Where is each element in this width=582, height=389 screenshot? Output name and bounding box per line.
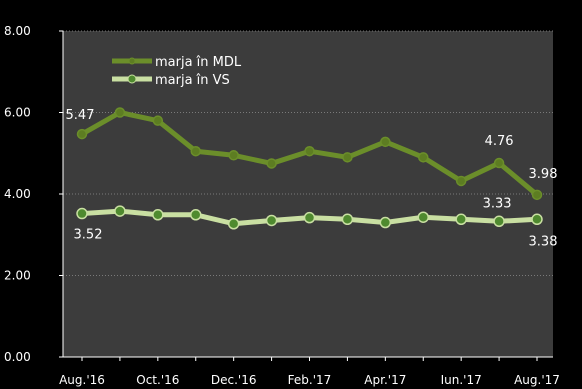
grid-lines	[63, 30, 553, 276]
data-label: 3.52	[74, 228, 103, 243]
y-tick-label: 4.00	[4, 187, 31, 201]
data-point-1	[417, 211, 429, 223]
y-tick-label: 0.00	[4, 350, 31, 364]
series-layer	[76, 107, 543, 230]
data-point-1	[152, 209, 164, 221]
data-point-0	[266, 158, 277, 169]
axes: 0.00 2.00 4.00 6.00 8.00 Aug.'16 Oct.'16 Dec.'1…	[4, 24, 560, 387]
data-point-0	[114, 107, 126, 118]
data-point-1	[379, 216, 392, 229]
data-point-0	[380, 136, 391, 148]
data-point-0	[152, 115, 164, 126]
data-label: 3.38	[529, 234, 558, 249]
x-tick-label: Aug.'16	[59, 373, 105, 387]
data-point-0	[342, 152, 353, 163]
data-point-1	[190, 209, 202, 221]
x-tick-label: Apr.'17	[364, 373, 406, 387]
y-tick-label: 6.00	[4, 106, 31, 120]
legend-marker-vs	[127, 74, 137, 84]
data-label: 5.47	[66, 108, 95, 123]
data-label: 3.98	[529, 167, 558, 182]
data-label: 4.76	[485, 134, 514, 149]
data-point-0	[531, 189, 543, 201]
data-point-1	[114, 205, 126, 217]
legend-label-vs: marja în VS	[155, 73, 230, 88]
y-tick-label: 8.00	[4, 24, 31, 38]
data-point-1	[341, 213, 354, 226]
data-label: 3.33	[483, 196, 512, 211]
data-point-1	[76, 207, 88, 220]
data-point-0	[418, 152, 429, 163]
x-tick-label: Dec.'16	[211, 373, 257, 387]
legend-marker-mdl	[128, 57, 136, 65]
data-point-0	[455, 175, 467, 187]
data-labels: 5.47 4.76 3.98 3.52 3.33 3.38	[66, 108, 558, 249]
data-point-0	[493, 157, 505, 169]
data-point-1	[493, 215, 505, 228]
y-tick-label: 2.00	[4, 269, 31, 283]
x-tick-label: Oct.'16	[136, 373, 179, 387]
x-tick-label: Aug.'17	[514, 373, 560, 387]
x-tick-label: Feb.'17	[288, 373, 332, 387]
data-point-1	[303, 211, 316, 224]
data-point-0	[76, 128, 88, 140]
data-point-0	[228, 150, 239, 161]
x-tick-label: Iun.'17	[441, 373, 482, 387]
data-point-1	[227, 217, 240, 230]
data-point-0	[304, 145, 315, 157]
legend-label-mdl: marja în MDL	[155, 55, 242, 70]
data-point-0	[190, 145, 201, 157]
data-point-1	[455, 213, 467, 226]
data-point-1	[265, 214, 278, 227]
legend: marja în MDL marja în VS	[112, 55, 242, 88]
data-point-1	[531, 213, 543, 226]
